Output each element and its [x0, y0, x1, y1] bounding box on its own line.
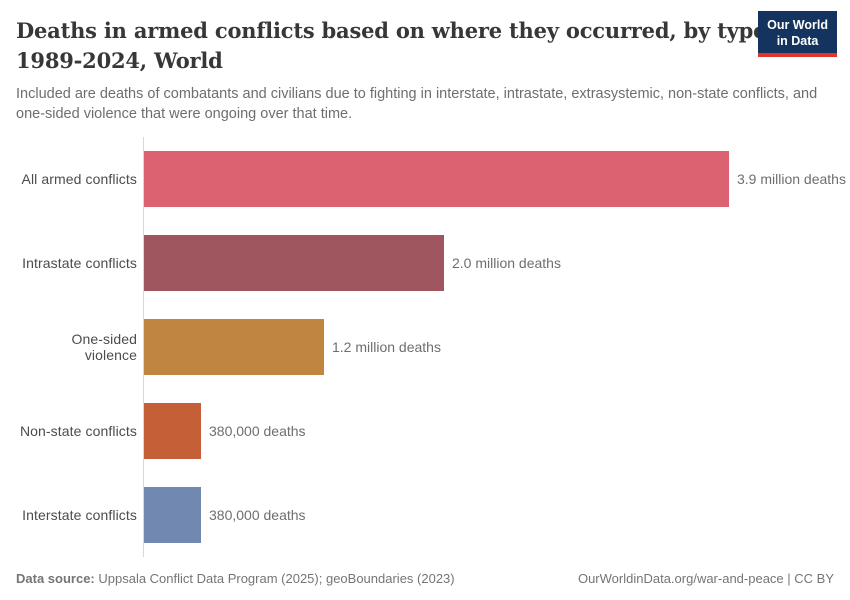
value-label: 3.9 million deaths — [737, 170, 846, 187]
bar[interactable] — [144, 318, 324, 375]
page-title: Deaths in armed conflicts based on where… — [16, 16, 774, 76]
owid-logo-line-1: Our World — [767, 18, 828, 32]
chart-subtitle: Included are deaths of combatants and ci… — [16, 85, 818, 122]
owid-logo-line-2: in Data — [776, 33, 819, 48]
value-label: 2.0 million deaths — [452, 254, 561, 271]
chart-footer: Data source: Uppsala Conflict Data Progr… — [16, 571, 834, 586]
category-label: Interstate conflicts — [22, 506, 137, 523]
category-label: One-sided violence — [71, 330, 137, 363]
bar[interactable] — [144, 234, 444, 291]
category-label: Intrastate conflicts — [22, 254, 137, 271]
category-label: Non-state conflicts — [19, 422, 137, 439]
title-line-2: 1989-2024, World — [16, 47, 223, 73]
bar-area: 3.9 million deaths — [143, 136, 846, 221]
attribution-license: OurWorldinData.org/war-and-peace | CC BY — [577, 571, 834, 586]
bar[interactable] — [144, 402, 201, 459]
bar-area: 2.0 million deaths — [143, 220, 834, 305]
category-label: All armed conflicts — [21, 170, 137, 187]
value-label: 1.2 million deaths — [332, 338, 441, 355]
bar[interactable] — [144, 150, 729, 207]
data-source-label: Data source: — [16, 571, 95, 586]
bar-area: 380,000 deaths — [143, 388, 834, 473]
data-source-note: Data source: Uppsala Conflict Data Progr… — [16, 571, 455, 586]
bar-row: Non-state conflicts 380,000 deaths — [16, 388, 834, 473]
value-label: 380,000 deaths — [209, 506, 306, 523]
bar-rows: All armed conflicts 3.9 million deaths Int… — [16, 136, 846, 557]
title-line-1: Deaths in armed conflicts based on where… — [16, 18, 774, 43]
data-source-text: Uppsala Conflict Data Program (2025); ge… — [94, 571, 455, 586]
bar-area: 380,000 deaths — [143, 472, 834, 557]
bar-row: Intrastate conflicts 2.0 million deaths — [16, 220, 834, 305]
bar-area: 1.2 million deaths — [143, 304, 834, 389]
bar-chart: All armed conflicts 3.9 million deaths Int… — [16, 136, 846, 557]
bar[interactable] — [144, 486, 201, 543]
value-label: 380,000 deaths — [209, 422, 306, 439]
chart-header: Deaths in armed conflicts based on where… — [16, 11, 837, 124]
bar-row: Interstate conflicts 380,000 deaths — [16, 472, 834, 557]
owid-logo[interactable]: Our World in Data — [758, 11, 837, 58]
bar-row: All armed conflicts 3.9 million deaths — [16, 136, 846, 221]
bar-row: One-sided violence 1.2 million deaths — [16, 304, 834, 389]
